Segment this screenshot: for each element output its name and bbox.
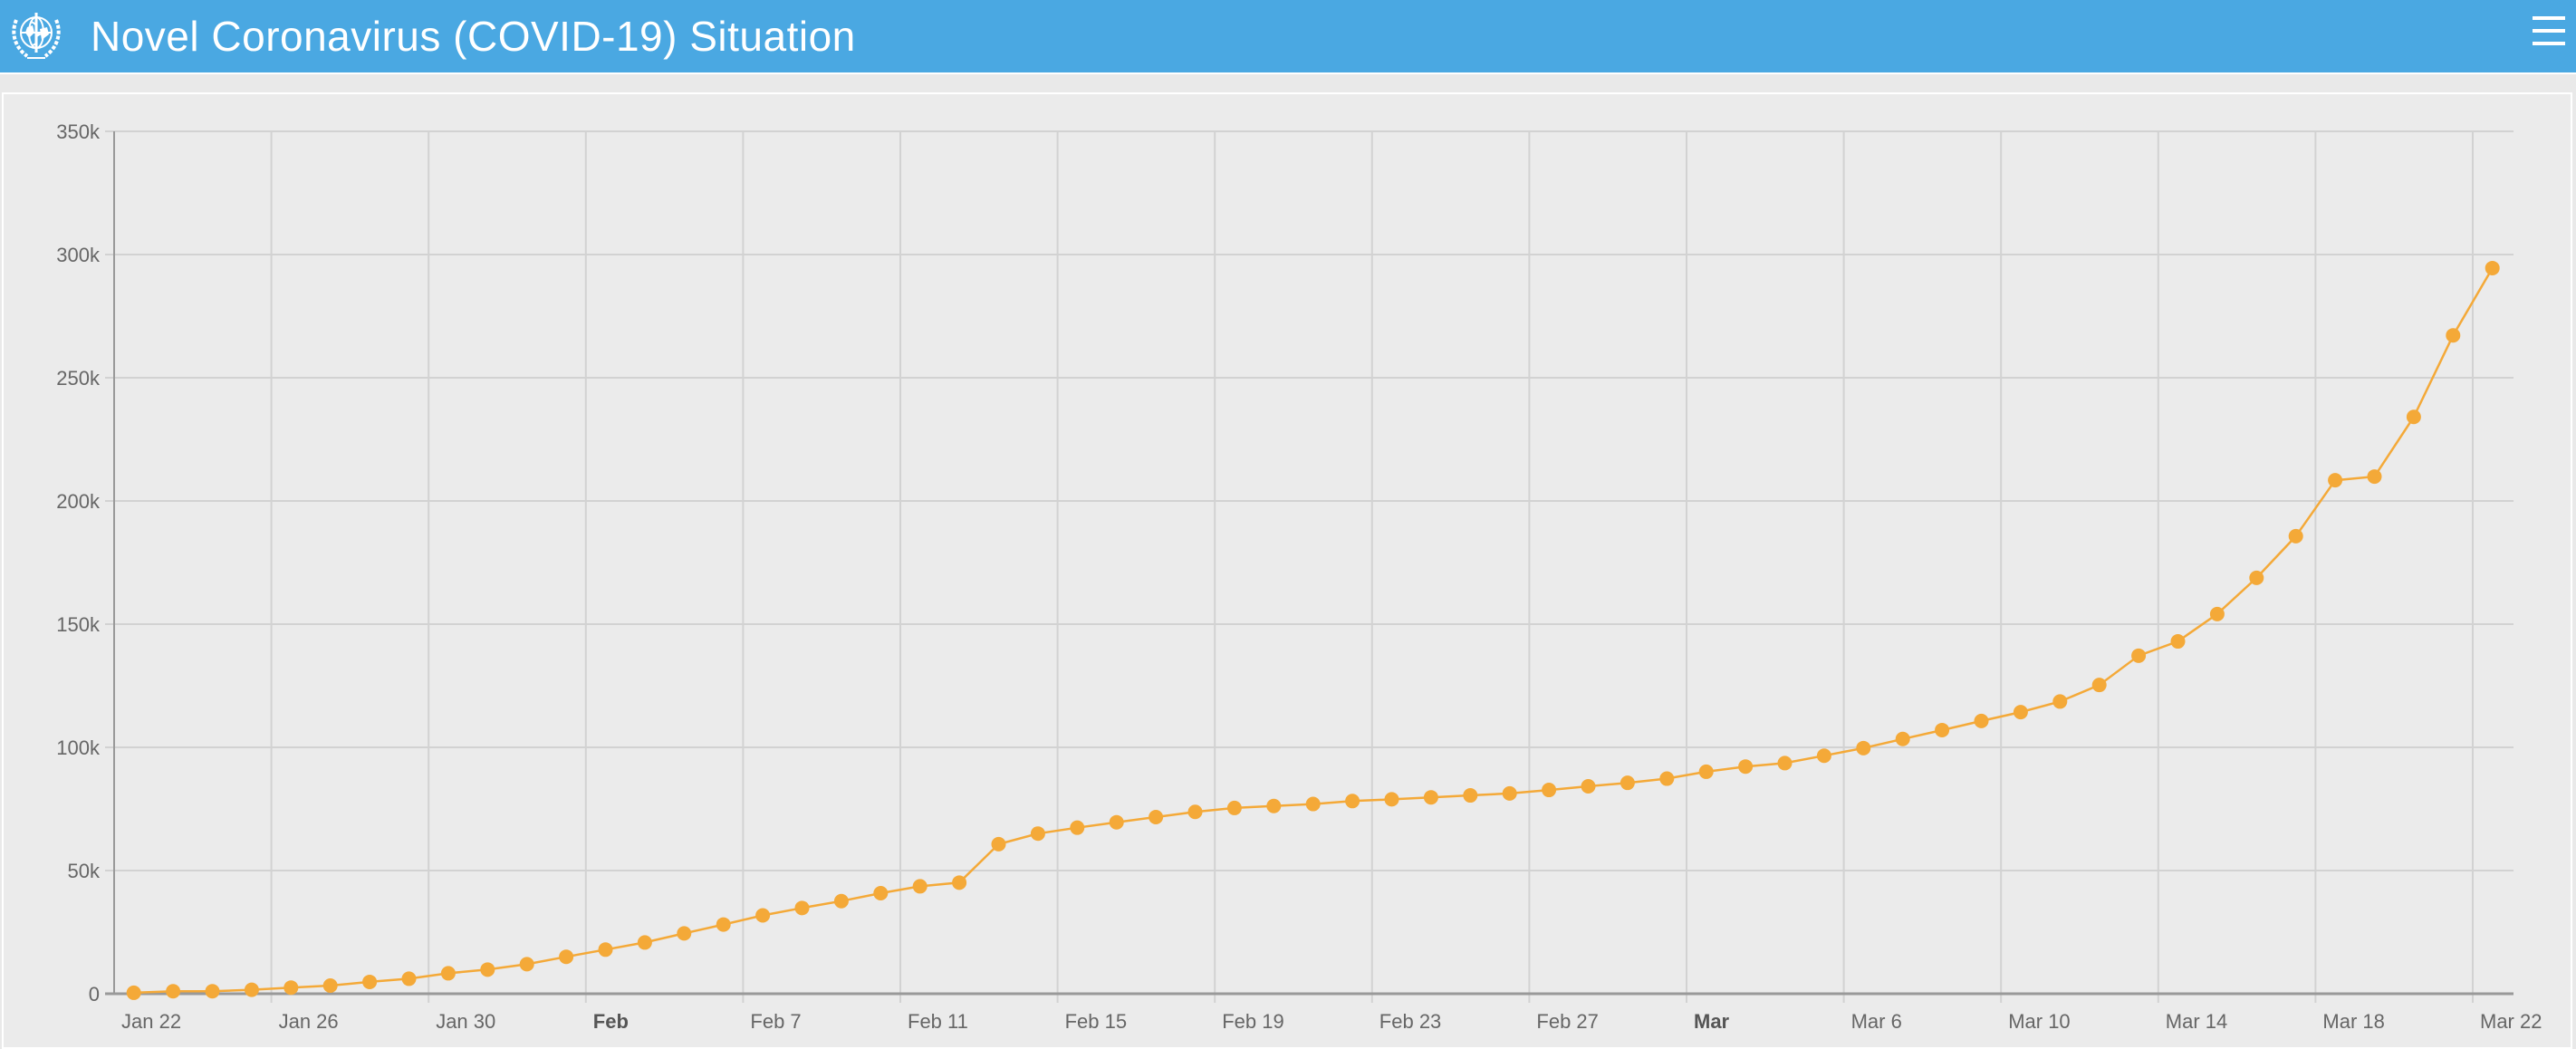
data-point[interactable] [2288, 528, 2303, 544]
data-point[interactable] [126, 985, 141, 1000]
data-point[interactable] [598, 942, 613, 958]
x-tick-label: Jan 22 [121, 1010, 181, 1033]
data-point[interactable] [1895, 731, 1910, 746]
x-tick-label: Feb 27 [1536, 1010, 1599, 1033]
data-point[interactable] [284, 980, 299, 996]
data-point[interactable] [2249, 570, 2264, 585]
page-title: Novel Coronavirus (COVID-19) Situation [91, 13, 856, 60]
x-tick-label: Mar 6 [1851, 1010, 1902, 1033]
data-point[interactable] [833, 893, 849, 909]
data-point[interactable] [1816, 748, 1831, 764]
data-point[interactable] [1463, 788, 1478, 804]
data-point[interactable] [2013, 705, 2028, 720]
data-point[interactable] [1777, 755, 1793, 771]
data-point[interactable] [873, 886, 889, 901]
data-point[interactable] [755, 908, 771, 923]
data-point[interactable] [2328, 473, 2343, 488]
data-point[interactable] [1542, 783, 1557, 798]
data-point[interactable] [952, 875, 967, 890]
data-point[interactable] [362, 974, 378, 989]
data-point[interactable] [912, 879, 928, 894]
x-tick-label: Mar 22 [2480, 1010, 2542, 1033]
data-point[interactable] [2091, 678, 2107, 693]
data-point[interactable] [480, 962, 495, 977]
data-point[interactable] [1149, 809, 1164, 824]
series-line [133, 267, 2494, 995]
data-point[interactable] [2170, 634, 2186, 650]
data-point[interactable] [1620, 775, 1635, 791]
x-tick-label: Jan 30 [436, 1010, 495, 1033]
data-point[interactable] [1581, 778, 1596, 794]
x-tick-label: Feb 15 [1065, 1010, 1128, 1033]
y-tick-label: 350k [56, 120, 101, 143]
data-point[interactable] [440, 966, 456, 981]
y-tick-label: 200k [56, 490, 101, 513]
y-tick-label: 250k [56, 367, 101, 390]
data-point[interactable] [716, 917, 731, 932]
x-tick-label: Feb 19 [1222, 1010, 1284, 1033]
data-point[interactable] [1187, 804, 1203, 820]
x-tick-label: Feb 23 [1379, 1010, 1442, 1033]
y-tick-label: 300k [56, 244, 101, 266]
data-point[interactable] [1659, 771, 1675, 786]
hamburger-menu-icon[interactable] [2533, 14, 2567, 47]
y-tick-label: 150k [56, 613, 101, 636]
y-tick-label: 0 [89, 983, 100, 1006]
data-point[interactable] [794, 900, 810, 916]
data-point[interactable] [2131, 648, 2147, 663]
data-point[interactable] [1109, 814, 1124, 830]
x-tick-label: Feb [593, 1010, 629, 1033]
data-point[interactable] [991, 836, 1006, 852]
data-point[interactable] [205, 984, 220, 999]
data-point[interactable] [1345, 794, 1360, 809]
data-point[interactable] [1738, 759, 1754, 775]
data-point[interactable] [1384, 792, 1399, 807]
data-point[interactable] [322, 978, 338, 994]
data-point[interactable] [2446, 328, 2461, 343]
x-tick-label: Mar 10 [2008, 1010, 2070, 1033]
who-emblem-icon [12, 13, 61, 59]
data-point[interactable] [1423, 790, 1438, 805]
data-point[interactable] [677, 926, 692, 941]
cases-line-chart: 0 50k 100k 150k 200k 250k 300k 350k Jan 22 Jan 26… [56, 120, 2542, 1033]
data-point[interactable] [2485, 260, 2500, 275]
data-point[interactable] [2209, 606, 2225, 621]
x-tick-label: Feb 7 [750, 1010, 801, 1033]
data-point[interactable] [1935, 722, 1950, 737]
data-point[interactable] [1070, 820, 1085, 835]
x-tick-label: Mar 14 [2166, 1010, 2227, 1033]
data-point[interactable] [2052, 694, 2068, 709]
y-tick-label: 50k [68, 860, 101, 882]
data-point[interactable] [244, 982, 259, 997]
x-tick-label: Mar 18 [2322, 1010, 2384, 1033]
data-point[interactable] [166, 984, 181, 999]
chart-panel: 0 50k 100k 150k 200k 250k 300k 350k Jan 22 Jan 26… [2, 92, 2572, 1049]
data-point[interactable] [1698, 764, 1714, 779]
data-point[interactable] [559, 949, 574, 965]
x-tick-label: Mar [1694, 1010, 1730, 1033]
data-point[interactable] [637, 935, 652, 950]
data-point[interactable] [1502, 785, 1517, 801]
x-tick-label: Feb 11 [908, 1010, 968, 1033]
y-tick-label: 100k [56, 736, 101, 759]
data-point[interactable] [1856, 740, 1871, 755]
data-point[interactable] [519, 957, 534, 972]
data-point[interactable] [2367, 469, 2382, 485]
data-point[interactable] [1266, 798, 1282, 813]
data-point[interactable] [2406, 409, 2421, 425]
data-point[interactable] [401, 971, 417, 986]
data-point[interactable] [1974, 713, 1989, 728]
data-point[interactable] [1305, 796, 1321, 812]
x-tick-label: Jan 26 [279, 1010, 339, 1033]
data-point[interactable] [1030, 826, 1045, 842]
app-header: Novel Coronavirus (COVID-19) Situation [0, 0, 2576, 74]
data-point[interactable] [1226, 800, 1242, 815]
